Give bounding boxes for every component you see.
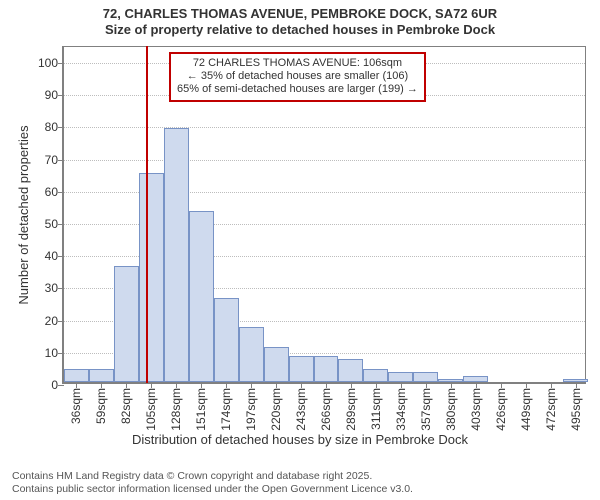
y-tick-label: 80 [45, 120, 58, 134]
x-tick-label: 128sqm [169, 388, 183, 431]
callout-line: ← 35% of detached houses are smaller (10… [177, 70, 418, 83]
y-tick-label: 90 [45, 88, 58, 102]
x-tick-label: 174sqm [219, 388, 233, 431]
x-tick-label: 357sqm [419, 388, 433, 431]
histogram-bar [264, 347, 289, 382]
histogram-bar [363, 369, 388, 382]
x-tick-label: 105sqm [144, 388, 158, 431]
x-tick-label: 197sqm [244, 388, 258, 431]
x-tick-label: 59sqm [94, 388, 108, 424]
x-tick-label: 472sqm [544, 388, 558, 431]
histogram-bar [214, 298, 239, 382]
histogram-bar [289, 356, 314, 382]
histogram-bar [164, 128, 189, 382]
histogram-bar [114, 266, 139, 382]
histogram-bar [139, 173, 164, 382]
y-tick-label: 10 [45, 346, 58, 360]
histogram-bar [338, 359, 363, 382]
histogram-bar [388, 372, 413, 382]
title-line2: Size of property relative to detached ho… [105, 22, 495, 37]
y-axis-label: Number of detached properties [16, 125, 31, 304]
histogram-bar [189, 211, 214, 382]
y-tick-label: 70 [45, 153, 58, 167]
callout-line: 65% of semi-detached houses are larger (… [177, 83, 418, 96]
y-tick-label: 0 [51, 378, 58, 392]
x-tick-label: 426sqm [494, 388, 508, 431]
x-tick-label: 36sqm [69, 388, 83, 424]
y-tick [58, 288, 64, 289]
y-gridline [64, 160, 585, 161]
y-tick [58, 256, 64, 257]
footer-line2: Contains public sector information licen… [12, 483, 413, 495]
x-tick-label: 403sqm [469, 388, 483, 431]
x-tick-label: 82sqm [119, 388, 133, 424]
y-tick-label: 100 [38, 56, 58, 70]
x-tick-label: 380sqm [444, 388, 458, 431]
x-tick-label: 449sqm [519, 388, 533, 431]
y-tick [58, 385, 64, 386]
histogram-bar [64, 369, 89, 382]
y-tick [58, 95, 64, 96]
x-tick-label: 151sqm [194, 388, 208, 431]
y-tick-label: 50 [45, 217, 58, 231]
histogram-bar [239, 327, 264, 382]
histogram-bar [413, 372, 438, 382]
x-axis-label: Distribution of detached houses by size … [0, 432, 600, 447]
title-line1: 72, CHARLES THOMAS AVENUE, PEMBROKE DOCK… [103, 6, 497, 21]
x-tick-label: 495sqm [569, 388, 583, 431]
x-tick-label: 243sqm [294, 388, 308, 431]
histogram-bar [89, 369, 114, 382]
callout-line: 72 CHARLES THOMAS AVENUE: 106sqm [177, 57, 418, 70]
y-tick [58, 224, 64, 225]
chart-title: 72, CHARLES THOMAS AVENUE, PEMBROKE DOCK… [0, 6, 600, 39]
x-tick-label: 266sqm [319, 388, 333, 431]
histogram-bar [314, 356, 339, 382]
x-tick-label: 334sqm [394, 388, 408, 431]
plot-area: 010203040506070809010036sqm59sqm82sqm105… [62, 46, 586, 384]
callout-box: 72 CHARLES THOMAS AVENUE: 106sqm← 35% of… [169, 52, 426, 102]
y-tick [58, 321, 64, 322]
x-tick-label: 220sqm [269, 388, 283, 431]
footer-attribution: Contains HM Land Registry data © Crown c… [12, 470, 413, 496]
chart-container: { "title_line1": "72, CHARLES THOMAS AVE… [0, 0, 600, 500]
y-tick-label: 60 [45, 185, 58, 199]
y-tick [58, 160, 64, 161]
y-tick-label: 30 [45, 281, 58, 295]
x-tick-label: 289sqm [344, 388, 358, 431]
y-tick [58, 63, 64, 64]
x-tick-label: 311sqm [369, 388, 383, 430]
y-tick [58, 192, 64, 193]
y-tick-label: 40 [45, 249, 58, 263]
footer-line1: Contains HM Land Registry data © Crown c… [12, 470, 372, 482]
y-tick [58, 127, 64, 128]
y-gridline [64, 127, 585, 128]
y-tick-label: 20 [45, 314, 58, 328]
property-marker-line [146, 46, 148, 383]
y-tick [58, 353, 64, 354]
